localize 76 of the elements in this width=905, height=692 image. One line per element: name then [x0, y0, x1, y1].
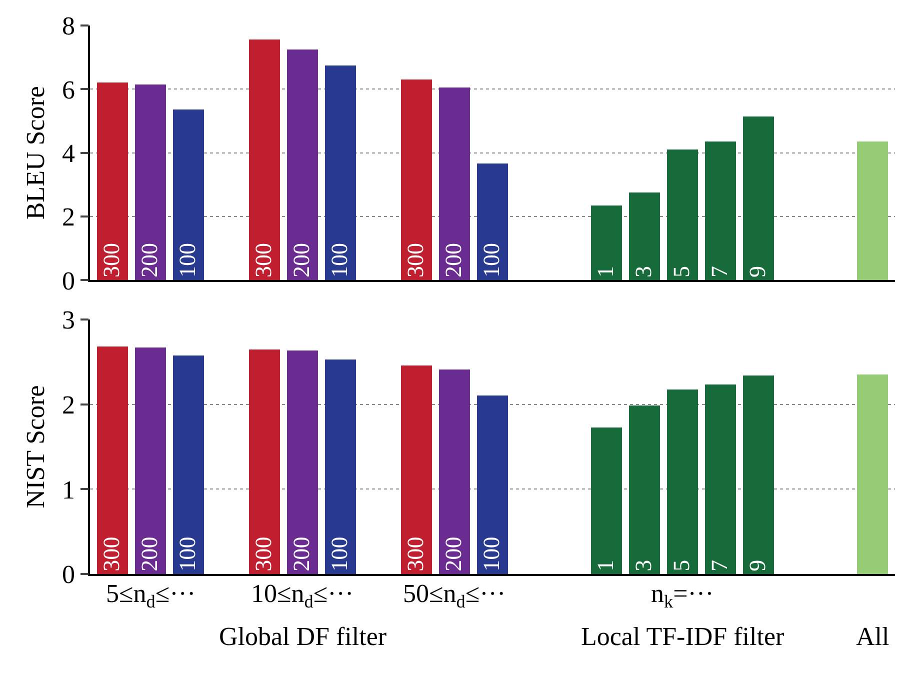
- bar: [629, 192, 660, 280]
- category-label: 300: [250, 242, 276, 278]
- category-label: 100: [326, 242, 352, 278]
- bar: [439, 88, 470, 280]
- bar: [173, 355, 204, 574]
- category-label: 5: [668, 266, 694, 278]
- category-label: 100: [174, 242, 200, 278]
- bar: [249, 349, 280, 574]
- category-label: 200: [440, 536, 466, 572]
- category-label: 100: [478, 536, 504, 572]
- category-label: 200: [136, 536, 162, 572]
- category-label: 9: [744, 266, 770, 278]
- category-label: 300: [98, 536, 124, 572]
- bar: [743, 116, 774, 280]
- y-tick-label: 2: [62, 202, 76, 232]
- bar: [325, 359, 356, 574]
- y-tick-label: 1: [62, 475, 76, 504]
- category-label: 1: [592, 266, 618, 278]
- bar: [705, 384, 736, 574]
- bar: [135, 347, 166, 574]
- bar: [287, 350, 318, 574]
- bar: [249, 40, 280, 280]
- bar: [173, 110, 204, 280]
- text: Global DF filter: [219, 622, 387, 651]
- category-label: 200: [288, 536, 314, 572]
- bar: [135, 84, 166, 280]
- text: n$_{k}$=···: [651, 579, 714, 612]
- bar: [857, 374, 888, 574]
- bar: [629, 405, 660, 574]
- category-label: 1: [592, 560, 618, 572]
- bar: [591, 427, 622, 574]
- bar: [667, 389, 698, 574]
- category-label: 3: [630, 266, 656, 278]
- y-tick-label: 2: [62, 390, 76, 420]
- category-label: 300: [98, 242, 124, 278]
- category-label: 300: [250, 536, 276, 572]
- y-axis-title: BLEU Score: [20, 86, 50, 220]
- category-label: 200: [440, 242, 466, 278]
- y-tick-label: 8: [62, 12, 76, 41]
- category-label: 300: [402, 242, 428, 278]
- bar: [857, 142, 888, 280]
- category-label: 7: [706, 266, 732, 278]
- category-label: 100: [478, 242, 504, 278]
- bar: [591, 206, 622, 280]
- category-label: 9: [744, 560, 770, 572]
- bar: [401, 365, 432, 574]
- bar: [705, 142, 736, 280]
- bar: [97, 346, 128, 574]
- bar: [325, 66, 356, 280]
- category-label: 100: [326, 536, 352, 572]
- category-label: 200: [136, 242, 162, 278]
- bar: [477, 395, 508, 574]
- category-label: 100: [174, 536, 200, 572]
- text: Local TF-IDF filter: [581, 622, 784, 651]
- category-label: 5: [668, 560, 694, 572]
- y-tick-label: 6: [62, 75, 76, 104]
- y-tick-label: 0: [62, 266, 76, 296]
- category-label: 300: [402, 536, 428, 572]
- category-label: 3: [630, 560, 656, 572]
- y-axis-title: NIST Score: [20, 385, 50, 508]
- text: 10≤n$_{d}$≤···: [251, 579, 354, 612]
- y-tick-label: 4: [62, 138, 76, 168]
- category-label: 200: [288, 242, 314, 278]
- bar: [667, 150, 698, 280]
- text: 5≤n$_{d}$≤···: [106, 579, 196, 612]
- y-tick-label: 0: [62, 560, 76, 590]
- text: All: [856, 622, 890, 651]
- category-label: 7: [706, 560, 732, 572]
- bar: [401, 80, 432, 280]
- bar: [97, 82, 128, 280]
- bar: [439, 369, 470, 574]
- bar: [477, 164, 508, 280]
- text: 50≤n$_{d}$≤···: [403, 579, 506, 612]
- bar: [743, 375, 774, 574]
- bar: [287, 50, 318, 280]
- y-tick-label: 3: [62, 305, 76, 334]
